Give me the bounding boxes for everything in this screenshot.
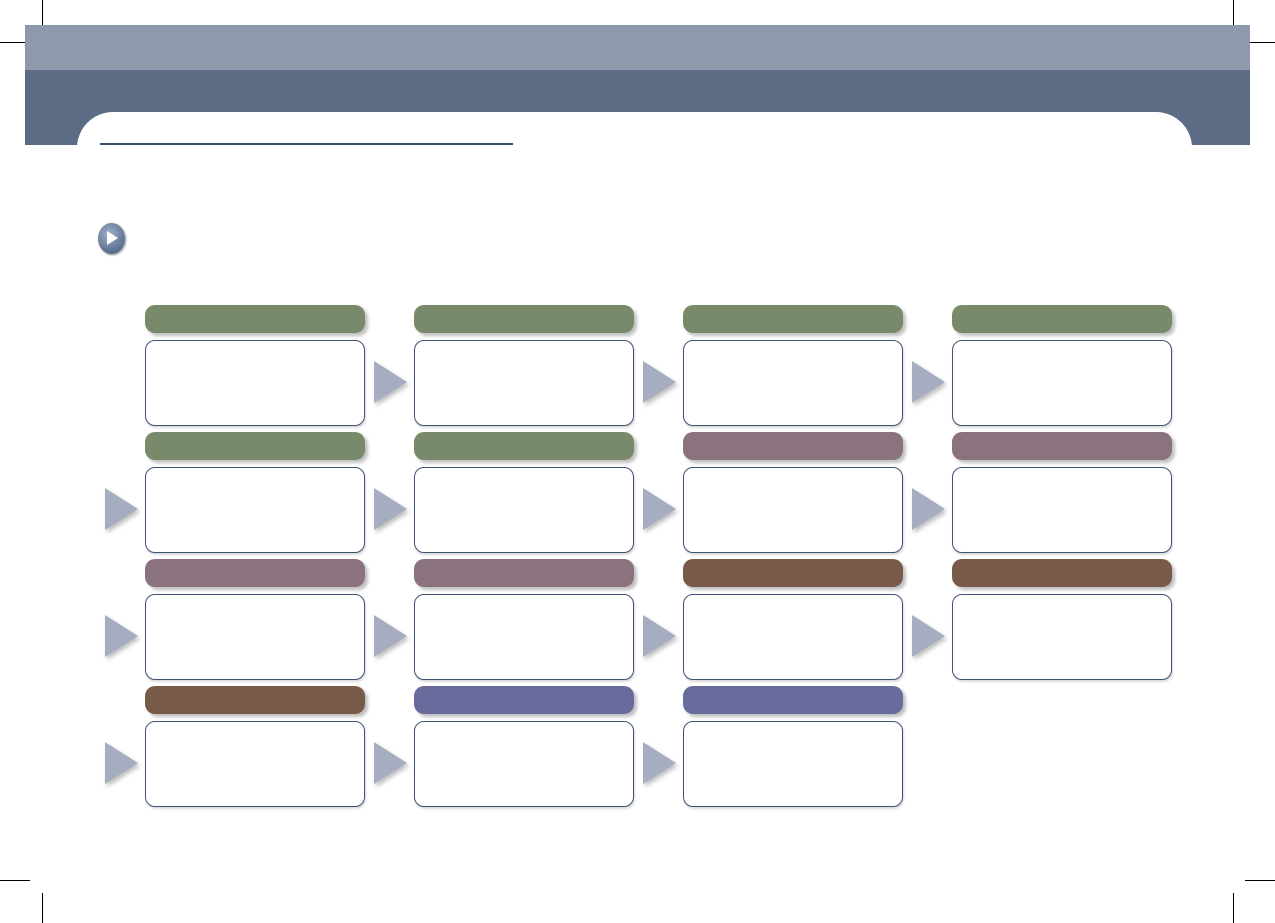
stage-box bbox=[414, 340, 634, 426]
stage-header bbox=[683, 559, 903, 587]
crop-mark bbox=[42, 893, 43, 923]
crop-mark bbox=[1245, 880, 1275, 881]
crop-mark bbox=[42, 0, 43, 30]
triangle-arrow-right-icon bbox=[374, 488, 407, 530]
stage-header bbox=[952, 559, 1172, 587]
header-band-light bbox=[25, 25, 1250, 70]
triangle-arrow-right-icon bbox=[643, 742, 676, 784]
stage-box bbox=[683, 594, 903, 680]
crop-mark bbox=[1250, 42, 1275, 43]
stage-header bbox=[683, 686, 903, 714]
triangle-arrow-right-icon bbox=[105, 615, 138, 657]
triangle-arrow-right-icon bbox=[643, 488, 676, 530]
triangle-arrow-right-icon bbox=[912, 361, 945, 403]
crop-mark bbox=[0, 42, 25, 43]
stage-box bbox=[683, 721, 903, 807]
stage-box bbox=[414, 721, 634, 807]
stage-header bbox=[145, 432, 365, 460]
stage-header bbox=[145, 686, 365, 714]
triangle-arrow-right-icon bbox=[912, 615, 945, 657]
triangle-arrow-right-icon bbox=[643, 361, 676, 403]
content-panel bbox=[77, 112, 1192, 172]
stage-header bbox=[952, 432, 1172, 460]
play-circle-icon bbox=[98, 223, 125, 254]
stage-box bbox=[145, 340, 365, 426]
stage-header bbox=[414, 686, 634, 714]
stage-box bbox=[414, 467, 634, 553]
crop-mark bbox=[0, 880, 30, 881]
triangle-arrow-right-icon bbox=[105, 742, 138, 784]
stage-header bbox=[683, 432, 903, 460]
triangle-arrow-right-icon bbox=[105, 488, 138, 530]
title-underline bbox=[100, 143, 513, 145]
crop-mark bbox=[1233, 0, 1234, 30]
triangle-arrow-right-icon bbox=[374, 361, 407, 403]
stage-box bbox=[145, 721, 365, 807]
stage-box bbox=[414, 594, 634, 680]
stage-header bbox=[414, 305, 634, 333]
stage-box bbox=[952, 467, 1172, 553]
stage-box bbox=[145, 467, 365, 553]
triangle-arrow-right-icon bbox=[374, 615, 407, 657]
crop-mark bbox=[1233, 893, 1234, 923]
stage-header bbox=[145, 559, 365, 587]
stage-box bbox=[683, 467, 903, 553]
stage-header bbox=[145, 305, 365, 333]
stage-header bbox=[414, 432, 634, 460]
triangle-arrow-right-icon bbox=[374, 742, 407, 784]
stage-box bbox=[952, 594, 1172, 680]
stage-box bbox=[952, 340, 1172, 426]
stage-header bbox=[414, 559, 634, 587]
stage-box bbox=[145, 594, 365, 680]
stage-box bbox=[683, 340, 903, 426]
stage-header bbox=[952, 305, 1172, 333]
triangle-arrow-right-icon bbox=[912, 488, 945, 530]
triangle-arrow-right-icon bbox=[643, 615, 676, 657]
stage-header bbox=[683, 305, 903, 333]
